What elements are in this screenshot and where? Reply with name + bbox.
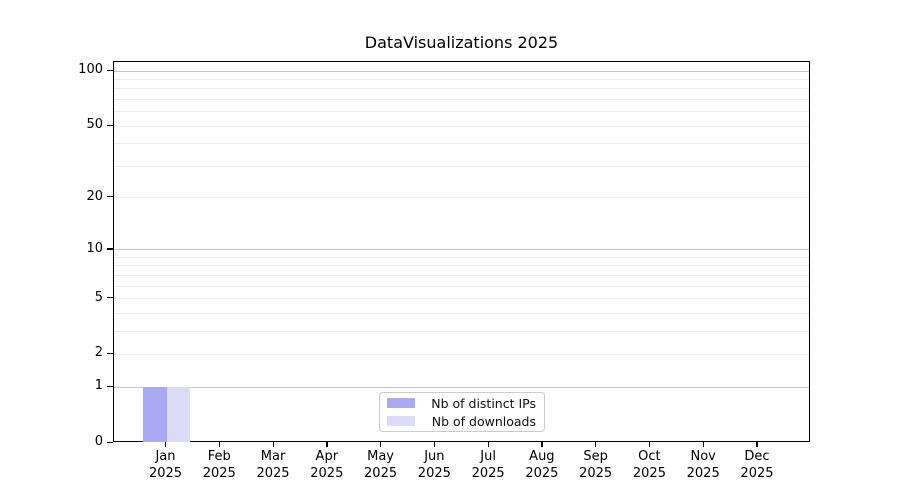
gridline-y-10 (114, 249, 809, 251)
gridline-y-30 (114, 165, 809, 167)
x-tick-label-sep: Sep 2025 (579, 449, 613, 481)
x-tick-mark-may (380, 442, 382, 447)
legend-label: Nb of distinct IPs (431, 395, 536, 411)
x-tick-mark-jul (487, 442, 489, 447)
y-tick-mark-100 (107, 69, 113, 71)
bar-jan-distinct-ips (143, 387, 167, 442)
x-tick-label-jul: Jul 2025 (471, 449, 505, 481)
y-tick-label-100: 100 (78, 62, 103, 77)
y-tick-mark-50 (107, 124, 113, 126)
gridline-y-60 (114, 111, 809, 113)
y-tick-label-50: 50 (86, 117, 103, 133)
y-tick-mark-0 (107, 441, 113, 443)
x-tick-label-jun: Jun 2025 (417, 449, 451, 481)
gridline-y-40 (114, 143, 809, 145)
x-tick-label-feb: Feb 2025 (202, 449, 236, 481)
y-tick-label-5: 5 (94, 289, 103, 305)
y-tick-mark-1 (107, 385, 113, 387)
x-tick-label-nov: Nov 2025 (686, 449, 720, 481)
x-tick-mark-feb (218, 442, 221, 447)
y-tick-label-0: 0 (94, 434, 103, 449)
gridline-y-5 (114, 298, 809, 300)
y-tick-label-2: 2 (94, 345, 103, 361)
x-tick-mark-nov (702, 442, 704, 447)
gridline-y-7 (114, 274, 809, 276)
gridline-y-80 (114, 88, 809, 90)
x-tick-label-mar: Mar 2025 (256, 449, 290, 481)
gridline-y-9 (114, 256, 809, 258)
x-tick-mark-dec (756, 442, 758, 447)
chart-title: DataVisualizations 2025 (364, 33, 559, 52)
y-tick-mark-2 (107, 352, 113, 355)
y-tick-label-10: 10 (86, 240, 103, 256)
gridline-y-4 (114, 312, 809, 314)
legend-item-distinct-ips: Nb of distinct IPs (387, 396, 536, 411)
gridline-y-6 (114, 285, 809, 287)
gridline-y-3 (114, 330, 809, 332)
y-tick-mark-5 (107, 297, 113, 299)
gridline-y-100 (114, 70, 809, 72)
x-tick-mark-jun (433, 442, 436, 447)
gridline-y-1 (114, 386, 809, 388)
x-tick-label-may: May 2025 (364, 449, 398, 481)
gridline-y-20 (114, 197, 809, 199)
y-tick-mark-10 (107, 248, 113, 250)
x-tick-mark-jan (165, 442, 167, 447)
x-tick-mark-aug (541, 442, 543, 447)
legend-item-downloads: Nb of downloads (387, 414, 536, 429)
x-tick-label-aug: Aug 2025 (525, 449, 559, 481)
x-tick-label-apr: Apr 2025 (310, 449, 344, 481)
plot-area: Nb of distinct IPs Nb of downloads (113, 61, 810, 442)
x-tick-label-dec: Dec 2025 (740, 449, 774, 481)
gridline-y-2 (114, 353, 809, 355)
legend-label: Nb of downloads (431, 413, 536, 429)
x-tick-label-oct: Oct 2025 (632, 449, 666, 481)
gridline-y-70 (114, 98, 809, 100)
downloads-swatch-icon (387, 416, 415, 426)
y-tick-label-20: 20 (86, 188, 103, 204)
gridline-y-90 (114, 78, 809, 80)
legend: Nb of distinct IPs Nb of downloads (379, 392, 545, 432)
distinct-ips-swatch-icon (387, 398, 415, 408)
y-tick-mark-20 (107, 196, 113, 198)
x-tick-label-jan: Jan 2025 (148, 449, 183, 481)
x-tick-mark-oct (648, 442, 651, 447)
y-tick-label-1: 1 (94, 378, 103, 394)
x-tick-mark-sep (595, 442, 597, 447)
bar-jan-downloads (166, 387, 190, 442)
gridline-y-8 (114, 265, 809, 267)
x-tick-mark-apr (326, 442, 328, 447)
x-tick-mark-mar (272, 442, 274, 447)
gridline-y-50 (114, 125, 809, 127)
